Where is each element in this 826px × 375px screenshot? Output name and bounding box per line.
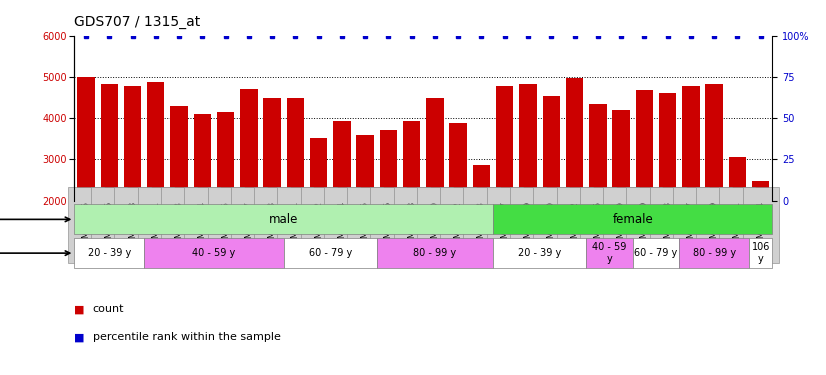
Text: GDS707 / 1315_at: GDS707 / 1315_at [74,15,201,29]
Text: GSM27038: GSM27038 [407,201,416,250]
Text: GSM27016: GSM27016 [105,201,114,250]
Text: GSM27042: GSM27042 [453,201,463,249]
Text: GSM27015: GSM27015 [82,201,91,250]
Bar [705,84,723,283]
Bar [217,112,235,283]
Text: GSM27031: GSM27031 [291,201,300,250]
Bar [170,106,188,283]
Bar [636,90,653,283]
Text: GSM27018: GSM27018 [128,201,137,250]
Bar [520,84,537,283]
Bar [679,238,749,268]
Text: 20 - 39 y: 20 - 39 y [88,248,131,258]
Bar [493,204,772,234]
Text: percentile rank within the sample: percentile rank within the sample [93,333,280,342]
Bar [729,157,746,283]
Text: gender: gender [0,214,69,224]
Bar [472,165,490,283]
Bar [240,89,258,283]
Text: GSM27043: GSM27043 [477,201,486,250]
Text: female: female [612,213,653,226]
Text: GSM27040: GSM27040 [430,201,439,250]
Text: GSM27036: GSM27036 [384,201,393,250]
Bar [74,204,493,234]
Text: GSM27020: GSM27020 [547,201,556,250]
Bar [543,96,560,283]
Bar [749,238,772,268]
Text: GSM27028: GSM27028 [268,201,277,250]
Bar [589,104,606,283]
Bar [449,123,467,283]
Bar [633,238,679,268]
Bar [78,77,95,283]
Text: GSM27023: GSM27023 [174,201,183,250]
Bar [403,121,420,283]
Bar [147,82,164,283]
Text: 40 - 59 y: 40 - 59 y [192,248,235,258]
Bar [74,238,145,268]
Bar [124,86,141,283]
Text: 60 - 79 y: 60 - 79 y [309,248,352,258]
Bar [287,98,304,283]
Text: GSM27041: GSM27041 [733,201,742,250]
Bar [377,238,493,268]
Text: GSM27039: GSM27039 [710,201,719,250]
Bar [752,181,769,283]
Text: GSM27026: GSM27026 [593,201,602,250]
Text: GSM27021: GSM27021 [151,201,160,250]
Text: GSM27034: GSM27034 [337,201,346,250]
Text: 80 - 99 y: 80 - 99 y [692,248,736,258]
Bar [357,135,374,283]
Bar [263,98,281,283]
Bar [566,78,583,283]
Bar [333,122,350,283]
Text: GSM27035: GSM27035 [361,201,370,250]
Text: GSM27025: GSM27025 [221,201,230,250]
Text: GSM27037: GSM27037 [686,201,695,250]
Bar [310,138,327,283]
Bar [145,238,284,268]
Bar [493,238,586,268]
Bar [101,84,118,283]
Text: 40 - 59
y: 40 - 59 y [592,242,627,264]
Text: GSM27022: GSM27022 [570,201,579,249]
Text: 20 - 39 y: 20 - 39 y [518,248,562,258]
Bar [380,130,397,283]
Text: 80 - 99 y: 80 - 99 y [413,248,457,258]
Bar [682,86,700,283]
Bar [284,238,377,268]
Bar [659,93,676,283]
Bar [586,238,633,268]
Text: GSM27017: GSM27017 [501,201,510,250]
Text: GSM27032: GSM27032 [314,201,323,250]
Text: count: count [93,304,124,314]
Bar [193,114,211,283]
Text: GSM27024: GSM27024 [197,201,206,249]
Text: 106
y: 106 y [752,242,770,264]
Text: male: male [269,213,298,226]
Text: GSM27019: GSM27019 [524,201,533,250]
Text: GSM27033: GSM27033 [663,201,672,250]
Text: GSM27030: GSM27030 [640,201,649,250]
Bar [426,98,444,283]
Text: 60 - 79 y: 60 - 79 y [634,248,677,258]
Text: GSM27027: GSM27027 [244,201,254,250]
Bar [496,86,514,283]
Text: ■: ■ [74,304,88,314]
Text: GSM27029: GSM27029 [616,201,625,250]
Text: age: age [0,248,69,258]
Bar [612,110,629,283]
Text: GSM27044: GSM27044 [756,201,765,249]
Text: ■: ■ [74,333,88,342]
